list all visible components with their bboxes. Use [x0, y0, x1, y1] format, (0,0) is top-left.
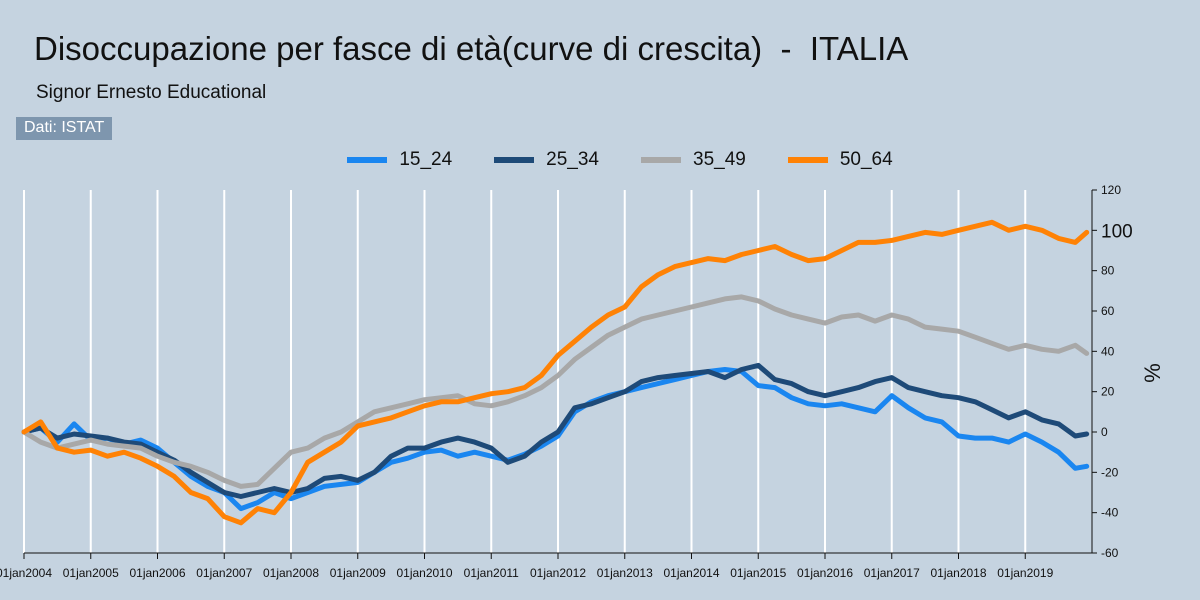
- y-tick-label: 120: [1101, 183, 1121, 197]
- series-line-50_64: [21, 219, 1090, 526]
- y-axis-label: %: [1140, 363, 1165, 383]
- legend-swatch: [347, 157, 388, 163]
- x-tick-label: 01jan2008: [263, 566, 319, 580]
- legend-swatch: [494, 157, 535, 163]
- legend-label: 15_24: [399, 149, 453, 170]
- legend-item: 35_49: [641, 147, 746, 173]
- y-tick-label: -20: [1101, 465, 1119, 479]
- x-tick-label: 01jan2010: [396, 566, 452, 580]
- legend-label: 35_49: [693, 149, 746, 170]
- x-tick-label: 01jan2005: [63, 566, 119, 580]
- y-tick-label: 0: [1101, 425, 1108, 439]
- x-tick-label: 01jan2013: [597, 566, 653, 580]
- legend-item: 15_24: [347, 147, 452, 173]
- axes: 01jan2004 01jan2005 01jan2006 01jan2007 01ja…: [0, 183, 1133, 580]
- x-tick-label: 01jan2004: [0, 566, 52, 580]
- legend-swatch: [787, 157, 828, 163]
- source-badge: Dati: ISTAT: [16, 117, 113, 140]
- x-tick-label: 01jan2014: [663, 566, 719, 580]
- x-tick-label: 01jan2019: [997, 566, 1053, 580]
- y-tick-label: -60: [1101, 546, 1119, 560]
- y-tick-label: -40: [1101, 506, 1119, 520]
- chart-title: Disoccupazione per fasce di età(curve di…: [34, 30, 909, 67]
- x-tick-label: 01jan2015: [730, 566, 786, 580]
- y-tick-label: 20: [1101, 385, 1115, 399]
- x-tick-label: 01jan2007: [196, 566, 252, 580]
- y-tick-label: 100: [1101, 221, 1133, 242]
- x-tick-label: 01jan2012: [530, 566, 586, 580]
- series-line-35_49: [21, 294, 1090, 489]
- x-tick-label: 01jan2006: [129, 566, 185, 580]
- x-tick-label: 01jan2017: [864, 566, 920, 580]
- legend-item: 25_34: [494, 147, 599, 173]
- y-tick-label: 40: [1101, 344, 1115, 358]
- y-tick-label: 80: [1101, 264, 1115, 278]
- x-tick-label: 01jan2009: [330, 566, 386, 580]
- x-tick-label: 01jan2018: [930, 566, 986, 580]
- series-line-25_34: [21, 362, 1090, 499]
- x-tick-label: 01jan2016: [797, 566, 853, 580]
- series-line-15_24: [21, 367, 1090, 512]
- legend-item: 50_64: [787, 147, 893, 173]
- chart-subtitle: Signor Ernesto Educational: [36, 82, 267, 103]
- legend: 15_24 25_34 35_49 50_64: [0, 147, 1200, 173]
- x-tick-label: 01jan2011: [464, 566, 519, 580]
- legend-label: 50_64: [839, 149, 893, 170]
- legend-label: 25_34: [546, 149, 599, 170]
- series-lines: [21, 219, 1090, 526]
- legend-swatch: [641, 157, 681, 163]
- y-tick-label: 60: [1101, 304, 1115, 318]
